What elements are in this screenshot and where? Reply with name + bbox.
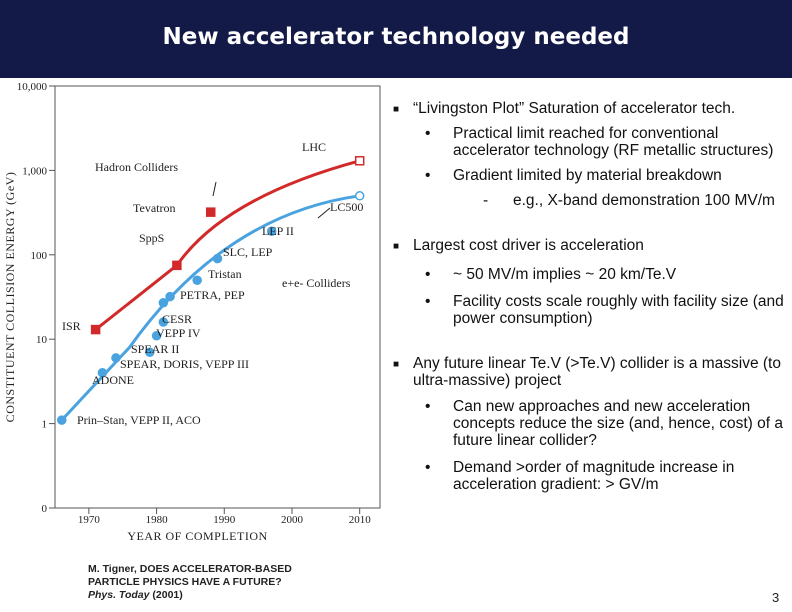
plot-annotation: SPEAR II [131, 342, 179, 356]
bullet-3-1: • Can new approaches and new acceleratio… [385, 398, 785, 449]
plot-annotation: PETRA, PEP [180, 288, 245, 302]
citation-line-3: Phys. Today (2001) [88, 589, 292, 602]
plot-annotation: SppS [139, 231, 164, 245]
bullet-2-1-text: ~ 50 MV/m implies ~ 20 km/Te.V [453, 266, 677, 283]
plot-frame [54, 85, 381, 509]
lepton-point [354, 191, 365, 201]
dot-bullet-icon: • [425, 398, 431, 415]
hadron-point [90, 324, 101, 335]
lepton-point [57, 415, 67, 425]
y-tick-label: 1,000 [22, 165, 47, 177]
square-bullet-icon: ■ [393, 241, 400, 252]
plot-annotation: e+e- Colliders [282, 276, 351, 290]
bullet-list: ■ “Livingston Plot” Saturation of accele… [385, 96, 785, 493]
y-axis-label: CONSTITUENT COLLISION ENERGY (GeV) [3, 172, 17, 423]
citation-journal: Phys. Today [88, 589, 150, 601]
bullet-2-text: Largest cost driver is acceleration [413, 237, 644, 254]
bullet-1-1: • Practical limit reached for convention… [385, 125, 785, 159]
plot-annotation: Hadron Colliders [95, 160, 178, 174]
lepton-trend-line [60, 194, 360, 422]
bullet-1: ■ “Livingston Plot” Saturation of accele… [385, 100, 785, 117]
dot-bullet-icon: • [425, 266, 431, 283]
bullet-3-2-text: Demand >order of magnitude increase in a… [453, 459, 735, 493]
title-bar: New accelerator technology needed [0, 0, 792, 78]
bullet-1-2-1: - e.g., X-band demonstration 100 MV/m [385, 192, 785, 209]
lepton-point [212, 253, 223, 264]
citation-line-2: PARTICLE PHYSICS HAVE A FUTURE? [88, 576, 282, 588]
bullet-1-text: “Livingston Plot” Saturation of accelera… [413, 100, 736, 117]
dash-bullet-icon: - [483, 192, 489, 209]
lepton-point [111, 353, 121, 363]
hadron-point [172, 260, 182, 271]
plot-annotation: LHC [302, 140, 326, 154]
lepton-point [145, 347, 155, 358]
bullet-3-1-text: Can new approaches and new acceleration … [453, 398, 783, 449]
plot-annotation: Tevatron [133, 201, 175, 215]
lc500-pointer [317, 207, 331, 219]
dot-bullet-icon: • [425, 293, 431, 310]
hadron-point [205, 207, 216, 217]
lepton-point [165, 291, 175, 302]
bullet-1-1-text: Practical limit reached for conventional… [453, 125, 774, 159]
lepton-point [97, 368, 108, 378]
plot-annotation: VEPP IV [156, 326, 201, 340]
bullet-2-2-text: Facility costs scale roughly with facili… [453, 293, 784, 327]
lepton-point [192, 275, 202, 285]
square-bullet-icon: ■ [393, 359, 400, 370]
plot-annotation: SPEAR, DORIS, VEPP III [120, 357, 249, 371]
livingston-plot: 0 1 10 100 1,000 10,000 1970 1980 1990 2000 2010 YE… [0, 78, 384, 548]
dot-bullet-icon: • [425, 125, 431, 142]
bullet-2-2: • Facility costs scale roughly with faci… [385, 293, 785, 327]
bullet-3-text: Any future linear Te.V (>Te.V) collider … [413, 355, 781, 389]
dot-bullet-icon: • [425, 459, 431, 476]
x-tick-label: 1990 [213, 514, 236, 526]
plot-annotation: CESR [162, 312, 192, 326]
dot-bullet-icon: • [425, 167, 431, 184]
slide-title: New accelerator technology needed [162, 24, 630, 50]
x-tick-label: 2000 [281, 514, 304, 526]
bullet-2-1: • ~ 50 MV/m implies ~ 20 km/Te.V [385, 266, 785, 283]
y-tick-label: 10,000 [17, 81, 48, 93]
hadron-point [354, 156, 365, 166]
bullet-3: ■ Any future linear Te.V (>Te.V) collide… [385, 355, 785, 389]
citation-line-1: M. Tigner, DOES ACCELERATOR-BASED [88, 563, 292, 575]
lepton-point [266, 226, 277, 237]
plot-annotation: Tristan [208, 267, 242, 281]
livingston-plot-svg: 0 1 10 100 1,000 10,000 1970 1980 1990 2000 2010 YE… [3, 81, 381, 543]
plot-annotation: LEP II [262, 224, 294, 238]
y-tick-label: 100 [31, 250, 48, 262]
bullet-1-2-1-text: e.g., X-band demonstration 100 MV/m [513, 192, 775, 209]
x-tick-label: 1980 [146, 514, 169, 526]
y-tick-label: 0 [42, 503, 48, 515]
y-tick-label: 10 [36, 334, 48, 346]
square-bullet-icon: ■ [393, 104, 400, 115]
plot-annotation: ISR [62, 319, 81, 333]
y-tick-label: 1 [42, 419, 48, 431]
x-tick-label: 1970 [78, 514, 101, 526]
plot-annotation: SLC, LEP [223, 245, 273, 259]
page-number: 3 [772, 590, 780, 605]
citation: M. Tigner, DOES ACCELERATOR-BASED PARTIC… [88, 563, 292, 602]
bullet-1-2: • Gradient limited by material breakdown [385, 167, 785, 184]
lepton-point [158, 298, 169, 308]
plot-annotation: ADONE [92, 373, 134, 387]
hadron-label-pointer [212, 181, 217, 197]
bullet-1-2-text: Gradient limited by material breakdown [453, 167, 722, 184]
plot-annotation: Prin–Stan, VEPP II, ACO [77, 413, 201, 427]
hadron-trend-line [94, 159, 361, 331]
x-tick-label: 2010 [349, 514, 372, 526]
citation-year: (2001) [152, 589, 183, 601]
plot-annotation: LC500 [330, 200, 363, 214]
lepton-point [151, 330, 162, 341]
bullet-2: ■ Largest cost driver is acceleration [385, 237, 785, 254]
bullet-3-2: • Demand >order of magnitude increase in… [385, 459, 785, 493]
lepton-point [158, 317, 169, 327]
x-axis-label: YEAR OF COMPLETION [127, 529, 267, 543]
